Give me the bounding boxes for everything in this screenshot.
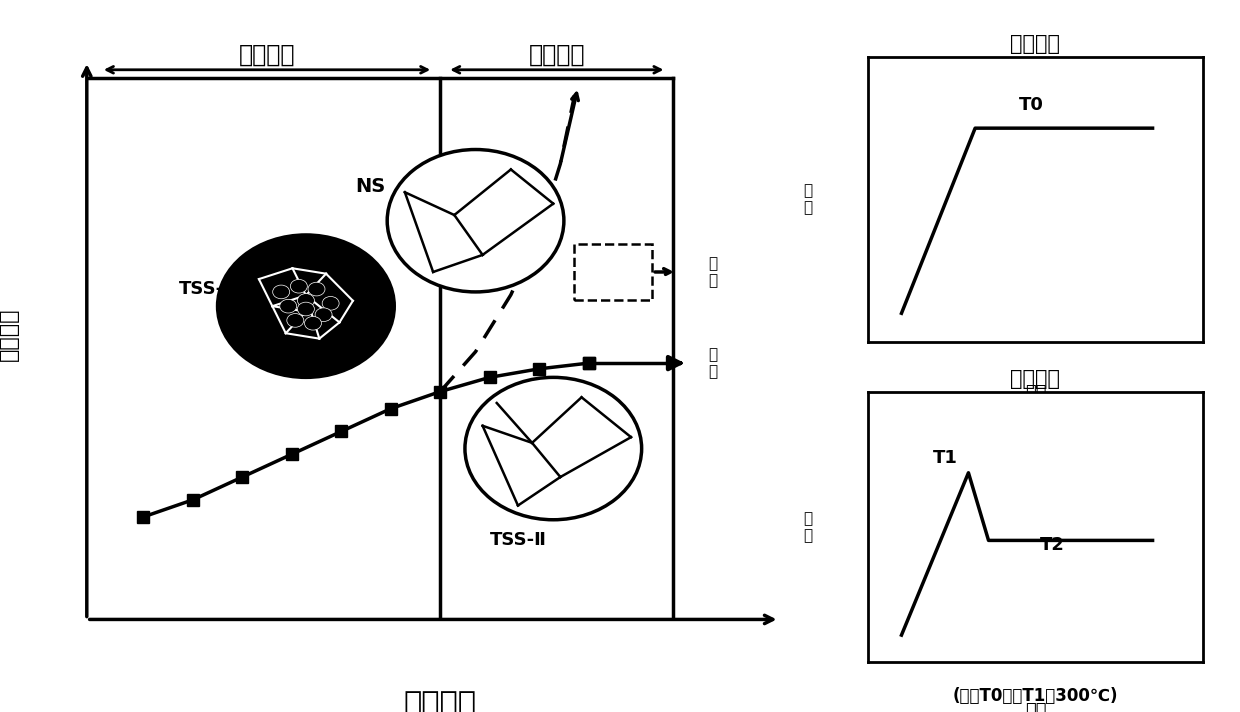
Text: 烧结后期: 烧结后期 — [528, 43, 585, 67]
Text: 温
度: 温 度 — [708, 347, 717, 379]
Text: T2: T2 — [1039, 536, 1065, 554]
Text: 时间: 时间 — [1024, 384, 1047, 402]
Circle shape — [387, 150, 564, 292]
Circle shape — [305, 316, 321, 330]
Title: 普通烧结: 普通烧结 — [1011, 34, 1060, 54]
Circle shape — [290, 279, 308, 293]
Circle shape — [217, 235, 394, 377]
Text: 时间: 时间 — [1024, 702, 1047, 712]
Text: 烧结前期: 烧结前期 — [239, 43, 295, 67]
Circle shape — [315, 308, 332, 322]
Circle shape — [280, 299, 296, 313]
Text: (其中T0高于T1约300℃): (其中T0高于T1约300℃) — [952, 687, 1118, 705]
Title: 两步烧结: 两步烧结 — [1011, 369, 1060, 389]
Text: TSS-Ⅱ: TSS-Ⅱ — [490, 530, 547, 549]
Circle shape — [465, 377, 641, 520]
Circle shape — [286, 313, 304, 328]
Text: 晶粒尺寸: 晶粒尺寸 — [0, 308, 19, 362]
Circle shape — [298, 293, 315, 308]
Circle shape — [298, 302, 315, 316]
Text: 温
度: 温 度 — [804, 511, 812, 543]
Text: 相对密度: 相对密度 — [404, 691, 476, 712]
Circle shape — [308, 282, 325, 296]
Text: 温
度: 温 度 — [804, 183, 812, 216]
Text: T0: T0 — [1019, 96, 1044, 114]
Text: T1: T1 — [932, 449, 957, 467]
Text: NS: NS — [356, 177, 386, 196]
Text: 温
度: 温 度 — [708, 256, 717, 288]
Text: TSS-Ⅰ: TSS-Ⅰ — [179, 280, 231, 298]
Circle shape — [273, 285, 290, 299]
Circle shape — [322, 296, 339, 310]
